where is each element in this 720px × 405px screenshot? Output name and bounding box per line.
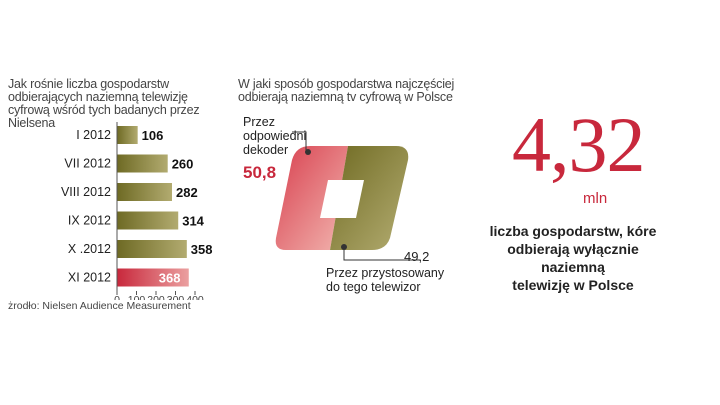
tv-label: Przez przystosowany do tego telewizor — [326, 266, 444, 294]
bar-value-label: 358 — [191, 242, 213, 257]
tv-label-line: Przez przystosowany — [326, 266, 445, 280]
bar-value-label: 368 — [159, 271, 181, 286]
bar-category-label: X .2012 — [68, 242, 111, 256]
decoder-leader-line — [292, 131, 307, 152]
bar-chart-title-line: Jak rośnie liczba gospodarstw — [8, 77, 169, 91]
pie-chart-title-line: W jaki sposób gospodarstwa najczęściej — [238, 77, 455, 91]
bar-chart-title-line: odbierających naziemną telewizję — [8, 90, 188, 104]
households-unit: mln — [583, 190, 608, 207]
bar-chart-title: Jak rośnie liczba gospodarstw odbierając… — [8, 77, 200, 130]
x-tick-label: 300 — [167, 294, 185, 300]
bar — [117, 240, 187, 258]
decoder-label-line: Przez — [243, 115, 275, 129]
bar — [117, 211, 179, 230]
description-line: liczba gospodarstw, kóre — [489, 223, 657, 239]
bar — [117, 154, 168, 173]
bar-value-label: 106 — [142, 128, 164, 143]
x-tick-label: 200 — [147, 294, 165, 300]
bar-chart-title-line: cyfrową wśród tych badanych przez — [8, 103, 200, 117]
tv-leader-line — [343, 247, 420, 261]
bar — [117, 268, 189, 287]
decoder-value: 50,8 — [243, 163, 277, 182]
x-tick-label: 100 — [128, 294, 146, 300]
split-shape-graphic — [275, 146, 409, 250]
pie-chart-title: W jaki sposób gospodarstwa najczęściej o… — [238, 78, 454, 104]
description-line: naziemną — [541, 259, 605, 275]
decoder-segment — [275, 146, 348, 250]
pie-chart-title-line: odbierają naziemną tv cyfrową w Polsce — [238, 90, 453, 104]
households-number: 4,32 — [512, 101, 645, 188]
decoder-label: Przez odpowiedni dekoder — [243, 115, 306, 157]
center-hole — [320, 180, 364, 218]
bar — [117, 126, 138, 144]
tv-label-line: do tego telewizor — [326, 280, 421, 294]
tv-segment — [330, 146, 409, 250]
x-tick-label: 400 — [186, 294, 204, 300]
decoder-label-line: odpowiedni — [243, 129, 307, 143]
bar-category-label: VII 2012 — [64, 157, 111, 171]
x-tick-label: 0 — [114, 294, 120, 300]
households-description: liczba gospodarstw, kóre odbierają wyłąc… — [478, 222, 668, 294]
bar-value-label: 282 — [176, 185, 198, 200]
bar-chart: I 2012 106 VII 2012 260 VIII 2012 282 IX 2012 3… — [61, 122, 213, 300]
description-line: telewizję w Polsce — [512, 277, 634, 293]
description-line: odbierają wyłącznie — [507, 241, 639, 257]
bar-category-label: IX 2012 — [68, 214, 111, 228]
decoder-label-line: dekoder — [243, 143, 289, 157]
bar-chart-title-line: Nielsena — [8, 116, 56, 130]
tv-value: 49,2 — [404, 249, 430, 264]
bar-value-label: 260 — [172, 157, 194, 172]
bar-category-label: VIII 2012 — [61, 185, 111, 199]
source-note: żrodło: Nielsen Audience Measurement — [8, 300, 191, 312]
bar — [117, 183, 172, 201]
bar-category-label: XI 2012 — [68, 271, 111, 285]
bar-category-label: I 2012 — [76, 128, 111, 142]
bar-value-label: 314 — [182, 214, 204, 229]
